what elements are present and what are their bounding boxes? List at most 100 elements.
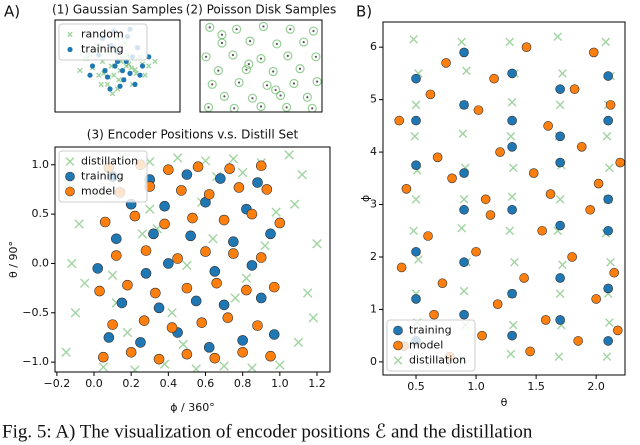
point xyxy=(122,327,133,338)
point xyxy=(79,278,90,288)
marker-stroke xyxy=(507,192,517,201)
point xyxy=(246,208,258,220)
marker-ring xyxy=(312,77,322,87)
point xyxy=(411,115,421,126)
marker-stroke xyxy=(411,100,421,110)
point xyxy=(519,273,529,283)
marker-ring xyxy=(271,85,281,95)
point xyxy=(200,156,211,166)
point xyxy=(247,363,257,372)
point xyxy=(601,37,611,47)
marker-center xyxy=(233,107,236,110)
point xyxy=(89,63,96,69)
marker-stroke xyxy=(555,194,565,204)
point xyxy=(458,129,468,139)
point xyxy=(152,58,158,65)
point xyxy=(480,194,491,205)
legend-label: distillation xyxy=(81,155,138,168)
marker-ring xyxy=(307,103,317,112)
point xyxy=(558,69,567,78)
marker-stroke xyxy=(459,286,469,296)
marker-ring xyxy=(201,52,211,62)
marker-stroke xyxy=(96,72,102,78)
marker-stroke xyxy=(67,31,73,38)
marker-stroke xyxy=(128,65,134,71)
point xyxy=(203,102,214,112)
marker-center xyxy=(272,70,275,73)
point xyxy=(135,337,146,348)
point xyxy=(528,168,539,178)
marker-stroke xyxy=(558,69,567,78)
y-tick-label: 0.5 xyxy=(32,207,50,220)
marker-center xyxy=(306,96,309,99)
point xyxy=(507,142,517,152)
marker-stroke xyxy=(123,63,129,69)
point xyxy=(283,51,293,61)
marker-stroke xyxy=(606,257,615,267)
point xyxy=(127,70,133,76)
marker-stroke xyxy=(275,360,285,370)
point xyxy=(297,169,307,180)
y-tick-label: 3 xyxy=(370,198,377,211)
marker-stroke xyxy=(414,255,423,264)
point xyxy=(182,260,192,271)
point xyxy=(252,320,263,331)
point xyxy=(525,346,535,357)
point xyxy=(308,312,319,323)
marker-ring xyxy=(241,65,251,75)
marker-stroke xyxy=(74,219,84,229)
marker-center xyxy=(223,95,226,98)
point xyxy=(307,103,317,112)
point xyxy=(605,318,614,327)
point xyxy=(507,330,517,341)
point xyxy=(567,252,577,262)
chart: (1) Gaussian Samples random training xyxy=(52,3,183,113)
marker-center xyxy=(312,29,315,33)
point xyxy=(569,84,580,94)
point xyxy=(603,336,613,346)
point xyxy=(311,52,321,62)
point xyxy=(74,219,84,229)
point xyxy=(178,339,188,350)
marker-stroke xyxy=(208,234,218,244)
marker-ring xyxy=(308,26,319,36)
point xyxy=(241,273,252,283)
legend-marker xyxy=(393,356,403,365)
marker-ring xyxy=(205,22,215,32)
point xyxy=(229,103,239,112)
point xyxy=(459,100,469,110)
point xyxy=(425,89,436,100)
x-tick-label: 0.0 xyxy=(85,377,103,390)
point xyxy=(172,253,183,264)
point xyxy=(244,59,254,69)
point xyxy=(489,73,499,84)
point xyxy=(176,185,187,196)
point xyxy=(505,226,515,236)
point xyxy=(108,63,114,69)
point xyxy=(98,362,109,372)
point xyxy=(411,294,421,304)
point xyxy=(462,66,471,76)
x-tick-label: 1.2 xyxy=(308,377,326,390)
point xyxy=(312,77,322,87)
point xyxy=(148,228,159,240)
marker-stroke xyxy=(297,169,307,180)
x-tick-label: 2.0 xyxy=(587,380,605,393)
y-tick-label: 0 xyxy=(370,355,377,368)
chart: (2) Poisson Disk Samples xyxy=(186,3,336,113)
point xyxy=(593,178,604,189)
point xyxy=(256,101,266,112)
points xyxy=(201,21,322,112)
marker-center xyxy=(220,41,224,45)
point xyxy=(166,322,178,333)
point xyxy=(268,329,280,340)
point xyxy=(603,283,613,294)
point xyxy=(138,315,150,326)
point xyxy=(447,173,457,184)
point xyxy=(507,68,517,79)
point xyxy=(555,194,565,204)
point xyxy=(167,308,177,318)
marker-stroke xyxy=(308,312,319,323)
point xyxy=(411,100,421,110)
y-tick-label: 5 xyxy=(370,93,377,106)
